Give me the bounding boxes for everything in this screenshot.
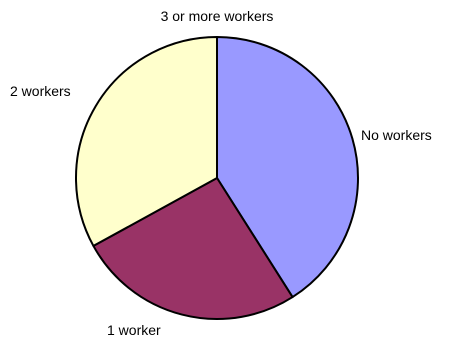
slice-label-2-workers: 2 workers	[10, 83, 71, 99]
slice-label-3-or-more-workers: 3 or more workers	[161, 8, 274, 24]
pie-slice-2-workers	[75, 36, 218, 247]
pie-labels: No workers 1 worker 2 workers 3 or more …	[10, 8, 432, 338]
pie-slices	[75, 36, 359, 320]
slice-label-no-workers: No workers	[361, 127, 432, 143]
slice-label-1-worker: 1 worker	[107, 322, 161, 338]
pie-slice-1-worker	[92, 177, 294, 320]
